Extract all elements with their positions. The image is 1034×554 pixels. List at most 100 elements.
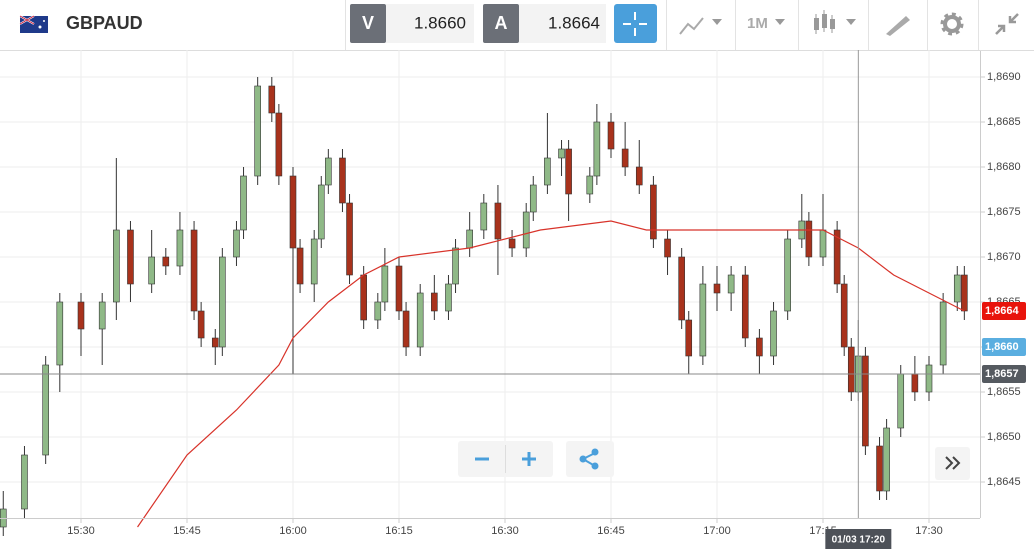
candle-body	[650, 184, 657, 240]
interval[interactable]: 1M	[747, 15, 768, 32]
candle-body	[56, 301, 64, 366]
bid-button[interactable]	[350, 4, 386, 43]
candle-body	[431, 292, 438, 312]
x-tick-label: 16:45	[597, 525, 625, 537]
collapse-icon[interactable]	[995, 13, 1019, 35]
crosshair-label: 01/03 17:20	[832, 535, 886, 546]
x-tick-label: 15:45	[173, 525, 201, 537]
y-tick-label: 1,8685	[987, 116, 1021, 128]
candle-body	[741, 274, 749, 339]
candle-body	[713, 283, 721, 294]
candle-body	[593, 121, 601, 177]
candle-body	[310, 238, 318, 285]
candle-body	[197, 310, 205, 339]
candle-body	[565, 148, 572, 195]
candle-body	[374, 301, 382, 321]
candle-body	[268, 85, 276, 114]
candle-body	[254, 85, 261, 177]
draw-icon[interactable]	[886, 16, 910, 36]
candle-body	[911, 373, 919, 393]
y-tick-label: 1,8650	[987, 431, 1021, 443]
crosshair-button[interactable]	[614, 4, 657, 43]
candle-body	[862, 355, 869, 447]
chart-type-icon[interactable]	[679, 17, 704, 35]
candle-body	[381, 265, 389, 303]
candle-body	[211, 337, 219, 348]
symbol: GBPAUD	[66, 13, 143, 33]
candle-body	[416, 292, 424, 348]
scroll-icon	[945, 456, 961, 470]
candle-body	[522, 211, 530, 249]
candle-icon[interactable]	[814, 10, 835, 34]
y-tick-label: 1,8670	[987, 251, 1021, 263]
candle-body	[127, 229, 134, 285]
y-tick-label: 1,8655	[987, 386, 1021, 398]
plot: 1,86451,86501,86551,86601,86651,86701,86…	[0, 50, 1026, 549]
ask-box	[519, 4, 606, 43]
dropdown-arrow	[846, 19, 856, 25]
price-tag-label: 1,8657	[985, 368, 1019, 380]
candle-body	[607, 121, 615, 150]
candle-body	[876, 445, 883, 492]
zoom-in[interactable]	[522, 452, 536, 466]
candle-body	[480, 202, 488, 231]
x-tick-label: 15:30	[67, 525, 95, 537]
candle-body	[529, 184, 537, 213]
candle-body	[925, 364, 933, 393]
dropdown-arrow	[775, 19, 785, 25]
candle-body	[685, 319, 693, 357]
candle-body	[558, 148, 565, 159]
candle-body	[784, 238, 791, 312]
price-tag	[982, 302, 1026, 320]
y-tick-label: 1,8675	[987, 206, 1021, 218]
candle-body	[897, 373, 905, 429]
bid-price: 1.8660	[414, 13, 466, 32]
candle-body	[727, 274, 735, 294]
candle-body	[289, 175, 297, 249]
y-tick-label: 1,8680	[987, 161, 1021, 173]
share-icon[interactable]	[579, 448, 599, 470]
candle-body	[699, 283, 707, 357]
zoom-controls	[458, 441, 970, 480]
candle-body	[240, 175, 247, 231]
price-tag	[982, 338, 1026, 356]
x-tick-label: 16:15	[385, 525, 413, 537]
bid-box	[386, 4, 474, 43]
candle-body	[883, 427, 890, 492]
candle-body	[756, 337, 763, 357]
candle-body	[275, 112, 283, 177]
candle-body	[98, 301, 106, 330]
candle-body	[805, 220, 813, 258]
candle-body	[190, 229, 198, 312]
candle-body	[176, 229, 184, 267]
candle-body	[148, 256, 155, 285]
candle-body	[770, 310, 777, 357]
candle-body	[494, 202, 502, 240]
crosshair-icon	[623, 12, 647, 36]
candle-body	[339, 157, 346, 204]
ask-label: A	[495, 13, 508, 33]
price-tag-label: 1,8660	[985, 341, 1019, 353]
ask-button[interactable]	[483, 4, 519, 43]
candle-body	[508, 238, 516, 249]
x-tick-label: 16:00	[279, 525, 307, 537]
settings-icon[interactable]	[940, 12, 964, 36]
candle-body	[847, 346, 855, 393]
candle-body	[953, 274, 961, 303]
crosshair-box	[825, 529, 892, 549]
candle-body	[402, 310, 410, 348]
candle-body	[346, 202, 353, 276]
y-tick-label: 1,8645	[987, 476, 1021, 488]
x-tick-label: 16:30	[491, 525, 519, 537]
ask-price: 1.8664	[548, 13, 600, 32]
bid-label: V	[362, 13, 374, 33]
dropdown-arrow	[712, 19, 722, 25]
candle-body	[586, 175, 594, 195]
candle-body	[219, 256, 226, 348]
flag	[19, 15, 48, 33]
candle-body	[296, 247, 304, 285]
share-panel	[566, 441, 614, 477]
candle-body	[317, 184, 325, 240]
candle-body	[678, 256, 685, 321]
candle-body	[819, 229, 827, 258]
